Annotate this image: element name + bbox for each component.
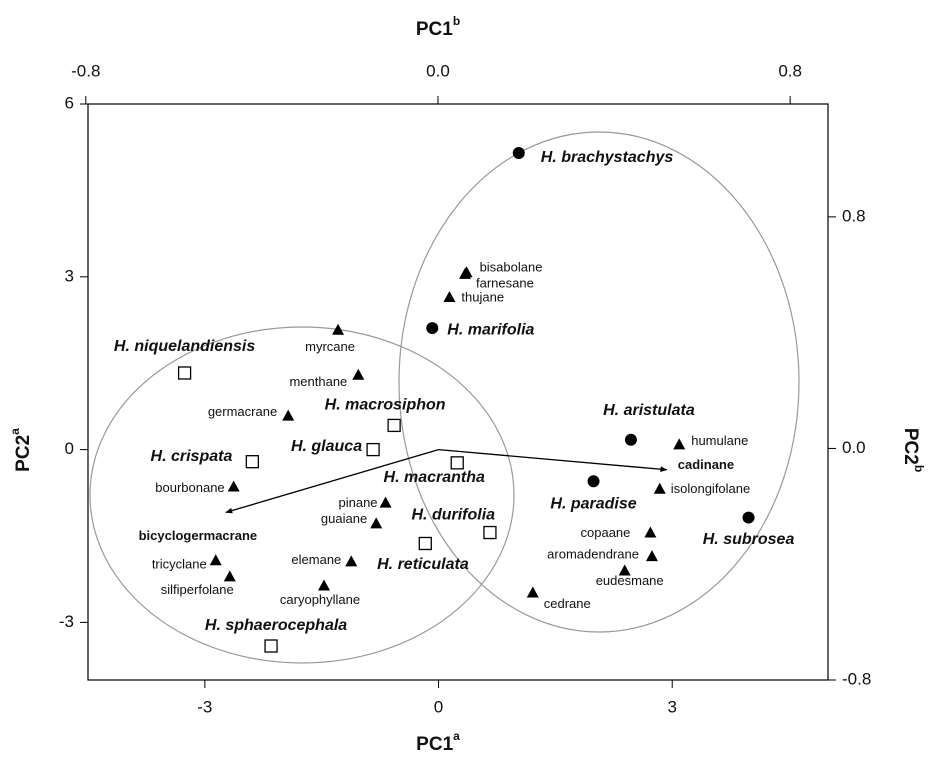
point-label: thujane — [461, 289, 504, 304]
point — [742, 511, 755, 524]
point — [332, 323, 345, 335]
point — [645, 550, 658, 562]
point-label: H. reticulata — [377, 556, 469, 573]
y2-tick-label: 0.8 — [842, 206, 866, 225]
point — [387, 418, 401, 433]
point — [227, 480, 240, 492]
point — [459, 267, 472, 279]
point-label: H. brachystachys — [541, 149, 674, 166]
point-label: H. macrosiphon — [325, 397, 446, 414]
point-label: H. marifolia — [447, 321, 534, 338]
point-label: H. aristulata — [603, 402, 695, 419]
y-tick-label: 0 — [65, 439, 74, 458]
point — [653, 482, 666, 494]
point-label: H. macrantha — [384, 469, 485, 486]
x-tick-label: -3 — [197, 697, 212, 716]
y2-tick-label: 0.0 — [842, 438, 866, 457]
point-label: copaane — [581, 525, 631, 540]
point — [587, 475, 600, 488]
point-label: H. niquelandiensis — [114, 338, 255, 355]
point-label: H. sphaerocephala — [205, 617, 347, 634]
point — [379, 496, 392, 508]
vector-label: cadinane — [678, 457, 734, 472]
point-label: myrcane — [305, 339, 355, 354]
point — [443, 290, 456, 302]
point-label: cedrane — [544, 596, 591, 611]
x-tick-label: 3 — [667, 697, 676, 716]
point-label: bisabolane — [480, 260, 543, 275]
point — [418, 536, 432, 551]
y-axis-title: PC2a — [8, 428, 34, 472]
point-label: aromadendrane — [547, 547, 639, 562]
point — [450, 456, 464, 470]
plot-frame — [87, 103, 829, 681]
point-label: farnesane — [476, 275, 534, 290]
point — [644, 526, 657, 538]
point — [345, 555, 358, 567]
point — [318, 579, 331, 591]
point-label: tricyclane — [152, 557, 207, 572]
point — [624, 433, 637, 446]
point-label: H. paradise — [550, 495, 636, 512]
point — [366, 442, 380, 457]
point — [673, 438, 686, 450]
x2-tick-label: 0.8 — [778, 61, 802, 80]
point — [370, 517, 383, 529]
point — [264, 639, 278, 653]
point — [223, 570, 236, 582]
point-label: guaiane — [321, 511, 367, 526]
point-label: eudesmane — [596, 573, 664, 588]
x-axis-title: PC1a — [416, 729, 460, 755]
loading-vector — [225, 448, 439, 514]
point — [282, 409, 295, 421]
point — [177, 366, 192, 380]
point-label: menthane — [289, 374, 347, 389]
point — [618, 564, 631, 576]
point — [352, 368, 365, 380]
point-label: bourbonane — [155, 480, 224, 495]
x2-axis-title: PC1b — [416, 14, 460, 40]
point — [245, 455, 260, 469]
x2-tick-label: -0.8 — [71, 61, 100, 80]
y-tick-label: -3 — [59, 612, 74, 631]
point — [483, 525, 497, 540]
point — [512, 146, 525, 159]
x-tick-label: 0 — [434, 697, 443, 716]
point-label: humulane — [691, 433, 748, 448]
point — [526, 586, 539, 598]
y2-axis-title: PC2b — [900, 428, 926, 472]
group-ellipse — [89, 326, 515, 664]
point-label: elemane — [291, 552, 341, 567]
loading-vector — [438, 448, 668, 472]
point-label: H. glauca — [291, 438, 362, 455]
y-tick-label: 3 — [65, 266, 74, 285]
x2-tick-label: 0.0 — [426, 61, 450, 80]
point-label: silfiperfolane — [161, 582, 234, 597]
point-label: H. crispata — [151, 448, 233, 465]
vector-label: bicyclogermacrane — [139, 528, 258, 543]
y-tick-label: 6 — [65, 93, 74, 112]
point-label: H. subrosea — [703, 531, 795, 548]
point-label: germacrane — [208, 404, 277, 419]
group-ellipse — [398, 131, 800, 633]
point-label: caryophyllane — [280, 592, 360, 607]
point-label: H. durifolia — [412, 507, 496, 524]
point-label: pinane — [339, 495, 378, 510]
point — [426, 322, 439, 335]
point — [209, 554, 222, 566]
y2-tick-label: -0.8 — [842, 669, 871, 688]
point-label: isolongifolane — [671, 481, 751, 496]
